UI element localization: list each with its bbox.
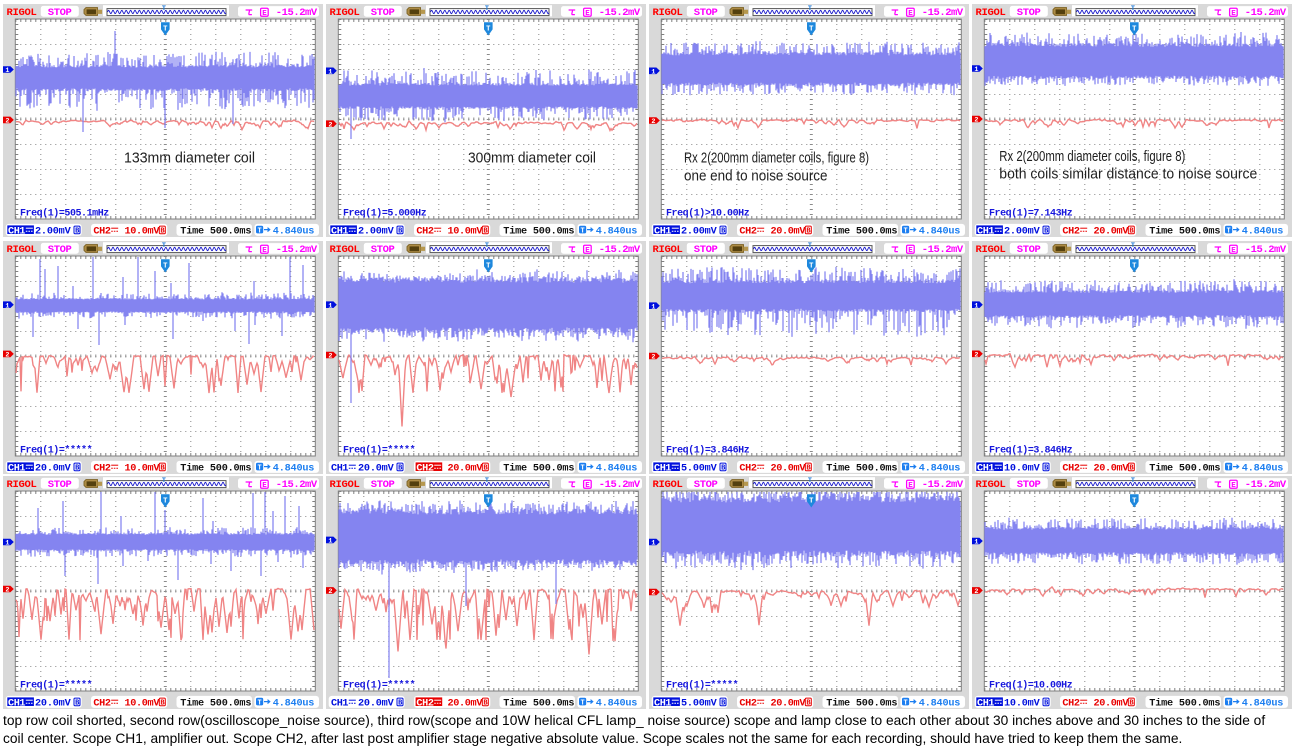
svg-text:Time 500.0ms: Time 500.0ms xyxy=(180,462,251,474)
svg-text:4.840us: 4.840us xyxy=(596,227,637,237)
svg-text:10.0mV: 10.0mV xyxy=(1004,699,1041,709)
svg-text:2.00mV: 2.00mV xyxy=(35,227,72,237)
svg-text:Time 500.0ms: Time 500.0ms xyxy=(180,225,251,237)
svg-text:20.0mV: 20.0mV xyxy=(1094,463,1130,473)
svg-text:4.840us: 4.840us xyxy=(273,227,314,237)
svg-text:CH2: CH2 xyxy=(416,698,433,709)
svg-text:20.0mV: 20.0mV xyxy=(448,463,484,473)
svg-text:10.0mV: 10.0mV xyxy=(125,227,161,237)
svg-text:Freq(1)=*****: Freq(1)=***** xyxy=(343,444,415,456)
svg-text:Freq(1)>10.00Hz: Freq(1)>10.00Hz xyxy=(666,207,750,219)
svg-text:CH1: CH1 xyxy=(331,463,348,474)
svg-text:2.00mV: 2.00mV xyxy=(1004,227,1041,237)
svg-text:CH1: CH1 xyxy=(8,463,25,474)
svg-text:CH1: CH1 xyxy=(977,463,994,474)
svg-text:Time 500.0ms: Time 500.0ms xyxy=(503,225,574,237)
svg-text:20.0mV: 20.0mV xyxy=(358,463,395,473)
svg-text:133mm diameter coil: 133mm diameter coil xyxy=(124,151,255,167)
svg-text:20.0mV: 20.0mV xyxy=(771,699,807,709)
svg-text:CH2: CH2 xyxy=(416,463,433,474)
svg-text:CH1: CH1 xyxy=(331,698,348,709)
svg-text:one end to noise source: one end to noise source xyxy=(684,169,828,185)
svg-text:20.0mV: 20.0mV xyxy=(771,463,807,473)
svg-text:4.840us: 4.840us xyxy=(596,463,637,473)
svg-text:CH2: CH2 xyxy=(1062,698,1079,709)
svg-text:Freq(1)=7.143Hz: Freq(1)=7.143Hz xyxy=(989,207,1073,219)
svg-text:4.840us: 4.840us xyxy=(1242,463,1283,473)
svg-text:5.00mV: 5.00mV xyxy=(681,699,718,709)
svg-text:both coils similar distance to: both coils similar distance to noise sou… xyxy=(999,167,1257,183)
svg-text:2.00mV: 2.00mV xyxy=(681,227,718,237)
svg-text:CH2: CH2 xyxy=(739,463,756,474)
svg-text:Freq(1)=*****: Freq(1)=***** xyxy=(666,679,738,691)
svg-text:CH1: CH1 xyxy=(654,226,671,237)
svg-text:20.0mV: 20.0mV xyxy=(771,227,807,237)
svg-text:CH1: CH1 xyxy=(977,698,994,709)
svg-text:CH2: CH2 xyxy=(739,698,756,709)
svg-text:4.840us: 4.840us xyxy=(1242,227,1283,237)
svg-text:2.00mV: 2.00mV xyxy=(358,227,395,237)
svg-text:Freq(1)=*****: Freq(1)=***** xyxy=(20,444,92,456)
svg-text:10.0mV: 10.0mV xyxy=(125,699,161,709)
svg-text:20.0mV: 20.0mV xyxy=(448,699,484,709)
svg-text:4.840us: 4.840us xyxy=(919,699,960,709)
svg-text:5.00mV: 5.00mV xyxy=(681,463,718,473)
svg-text:CH1: CH1 xyxy=(8,698,25,709)
svg-text:4.840us: 4.840us xyxy=(273,699,314,709)
svg-text:CH2: CH2 xyxy=(416,226,433,237)
svg-text:CH1: CH1 xyxy=(654,463,671,474)
svg-text:20.0mV: 20.0mV xyxy=(1094,227,1130,237)
svg-text:Time 500.0ms: Time 500.0ms xyxy=(503,697,574,709)
svg-text:CH2: CH2 xyxy=(93,463,110,474)
svg-text:10.0mV: 10.0mV xyxy=(125,463,161,473)
svg-text:CH1: CH1 xyxy=(331,226,348,237)
svg-text:CH2: CH2 xyxy=(1062,463,1079,474)
svg-text:CH2: CH2 xyxy=(1062,226,1079,237)
svg-text:Freq(1)=5.000Hz: Freq(1)=5.000Hz xyxy=(343,207,427,219)
svg-text:Rx 2(200mm diameter coils, fig: Rx 2(200mm diameter coils, figure 8) xyxy=(999,149,1185,165)
svg-text:Time 500.0ms: Time 500.0ms xyxy=(180,697,251,709)
svg-text:Freq(1)=3.846Hz: Freq(1)=3.846Hz xyxy=(666,444,750,456)
svg-text:Time 500.0ms: Time 500.0ms xyxy=(1149,697,1220,709)
svg-text:20.0mV: 20.0mV xyxy=(35,463,72,473)
svg-text:4.840us: 4.840us xyxy=(273,463,314,473)
svg-text:CH2: CH2 xyxy=(93,226,110,237)
svg-text:Time 500.0ms: Time 500.0ms xyxy=(826,225,897,237)
svg-text:Freq(1)=505.1mHz: Freq(1)=505.1mHz xyxy=(20,207,109,219)
svg-text:4.840us: 4.840us xyxy=(1242,699,1283,709)
svg-text:Rx 2(200mm diameter coils, fig: Rx 2(200mm diameter coils, figure 8) xyxy=(684,151,869,167)
svg-text:4.840us: 4.840us xyxy=(919,463,960,473)
svg-text:10.0mV: 10.0mV xyxy=(448,227,484,237)
svg-text:4.840us: 4.840us xyxy=(919,227,960,237)
svg-text:20.0mV: 20.0mV xyxy=(1094,699,1130,709)
svg-text:20.0mV: 20.0mV xyxy=(35,699,72,709)
svg-text:Freq(1)=10.00Hz: Freq(1)=10.00Hz xyxy=(989,679,1073,691)
svg-text:20.0mV: 20.0mV xyxy=(358,699,395,709)
svg-text:CH1: CH1 xyxy=(654,698,671,709)
svg-text:Freq(1)=*****: Freq(1)=***** xyxy=(343,679,415,691)
svg-text:Time 500.0ms: Time 500.0ms xyxy=(503,462,574,474)
svg-text:4.840us: 4.840us xyxy=(596,699,637,709)
svg-text:CH2: CH2 xyxy=(739,226,756,237)
svg-text:300mm diameter coil: 300mm diameter coil xyxy=(468,151,596,167)
svg-text:Time 500.0ms: Time 500.0ms xyxy=(826,697,897,709)
svg-text:CH1: CH1 xyxy=(8,226,25,237)
svg-text:Time 500.0ms: Time 500.0ms xyxy=(826,462,897,474)
svg-text:CH2: CH2 xyxy=(93,698,110,709)
svg-text:CH1: CH1 xyxy=(977,226,994,237)
svg-text:Freq(1)=3.846Hz: Freq(1)=3.846Hz xyxy=(989,444,1073,456)
svg-text:Time 500.0ms: Time 500.0ms xyxy=(1149,462,1220,474)
svg-text:10.0mV: 10.0mV xyxy=(1004,463,1041,473)
svg-text:Freq(1)=*****: Freq(1)=***** xyxy=(20,679,92,691)
svg-text:Time 500.0ms: Time 500.0ms xyxy=(1149,225,1220,237)
